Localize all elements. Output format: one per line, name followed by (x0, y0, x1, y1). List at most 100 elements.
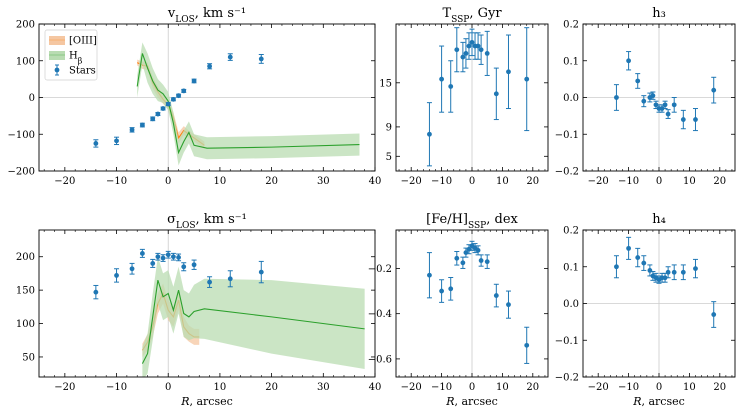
panel-sigma: −20 −10 0 10 20 30 40 50 100 150 200 σLOS, km s⁻¹ R,… (16, 212, 381, 408)
band-hbeta (142, 256, 365, 377)
data-point (469, 39, 475, 45)
x-tick-label: 30 (317, 382, 330, 393)
x-tick-label: −20 (401, 382, 422, 393)
y-tick-label: −0.2 (555, 167, 579, 178)
x-tick-label: 0 (165, 176, 171, 187)
data-point (614, 95, 619, 100)
y-tick-label: −0.2 (555, 373, 579, 384)
x-tick-label: 40 (369, 176, 382, 187)
data-point (160, 255, 166, 261)
x-tick-label: 10 (683, 382, 696, 393)
x-tick-label: 20 (526, 382, 539, 393)
x-tick-label: 20 (526, 176, 539, 187)
data-point (524, 76, 530, 82)
data-point (665, 111, 671, 117)
data-point (626, 58, 631, 64)
data-point (165, 252, 171, 258)
y-tick-label: −0.1 (555, 130, 579, 141)
data-point (439, 76, 444, 82)
y-tick-label: 200 (16, 20, 35, 31)
data-point (659, 106, 665, 111)
plot-area (39, 24, 375, 171)
panel-tssp: −20 −10 0 10 20 5 9 15 TSSP, Gyr (379, 6, 549, 187)
x-tick-label: −10 (106, 176, 127, 187)
data-point (506, 302, 511, 308)
data-point (160, 106, 166, 111)
y-tick-label: −0.6 (368, 354, 392, 365)
x-tick-label: −10 (431, 176, 452, 187)
x-tick-label: 10 (496, 382, 509, 393)
data-point (139, 122, 145, 128)
legend-label-stars: Stars (69, 66, 96, 77)
y-tick-label: 50 (22, 352, 35, 363)
data-point (191, 78, 197, 84)
data-point (478, 258, 484, 263)
line-hbeta (136, 53, 360, 155)
x-tick-label: −20 (401, 176, 422, 187)
y-tick-label: −0.2 (368, 264, 392, 275)
legend-label-hbeta: Hβ (69, 51, 83, 66)
data-point (506, 69, 511, 75)
data-point (641, 98, 647, 104)
y-tick-label: 0.2 (563, 226, 579, 237)
x-tick-label: −20 (54, 176, 75, 187)
data-point (114, 138, 119, 144)
data-point (493, 293, 499, 298)
data-point (93, 289, 99, 295)
legend-marker (54, 67, 60, 73)
data-point (484, 259, 490, 265)
data-point (475, 247, 481, 253)
data-point (680, 117, 686, 122)
data-point (671, 102, 677, 108)
data-point (665, 269, 671, 275)
x-tick-label: −10 (431, 382, 452, 393)
x-tick-label: 20 (265, 382, 278, 393)
x-axis-label: R, arcsec (632, 395, 685, 408)
data-point (478, 47, 484, 53)
data-point (448, 286, 454, 292)
x-tick-label: 20 (265, 176, 278, 187)
y-tick-label: 15 (379, 78, 392, 89)
x-tick-label: −20 (54, 382, 75, 393)
data-point (176, 254, 181, 260)
data-point (524, 342, 530, 348)
data-point (227, 54, 233, 60)
y-tick-label: 100 (16, 319, 35, 330)
x-tick-label: 0 (165, 382, 171, 393)
y-tick-label: 0.1 (563, 56, 579, 67)
data-point (614, 264, 619, 270)
panel-title: h₃ (652, 6, 666, 21)
x-tick-label: 20 (713, 382, 726, 393)
data-point (484, 51, 490, 56)
y-tick-label: 0.2 (563, 20, 579, 31)
data-point (155, 111, 161, 117)
data-point (647, 268, 653, 273)
y-tick-label: 200 (16, 252, 35, 263)
panel-title: vLOS, km s⁻¹ (167, 6, 246, 25)
data-point (493, 91, 499, 97)
panel-title: h₄ (652, 212, 666, 227)
data-point (693, 117, 698, 122)
data-point (171, 96, 176, 102)
panel-title: σLOS, km s⁻¹ (167, 212, 247, 231)
data-point (227, 276, 233, 282)
y-tick-label: 0.0 (563, 299, 579, 310)
data-point (711, 87, 717, 93)
data-point (93, 141, 99, 146)
data-point (191, 262, 197, 268)
y-tick-label: 0.0 (563, 93, 579, 104)
data-point (475, 43, 481, 49)
data-point (150, 116, 156, 122)
legend-swatch-oiii (49, 36, 65, 45)
data-point (662, 275, 668, 281)
plot-area (93, 230, 365, 377)
data-point (207, 63, 212, 69)
data-point (711, 312, 717, 317)
legend-label-oiii: [OIII] (69, 36, 97, 47)
data-point (129, 127, 135, 133)
y-tick-label: 0 (29, 93, 35, 104)
plot-area (583, 230, 735, 377)
x-tick-label: 0 (656, 382, 662, 393)
data-point (650, 93, 656, 99)
